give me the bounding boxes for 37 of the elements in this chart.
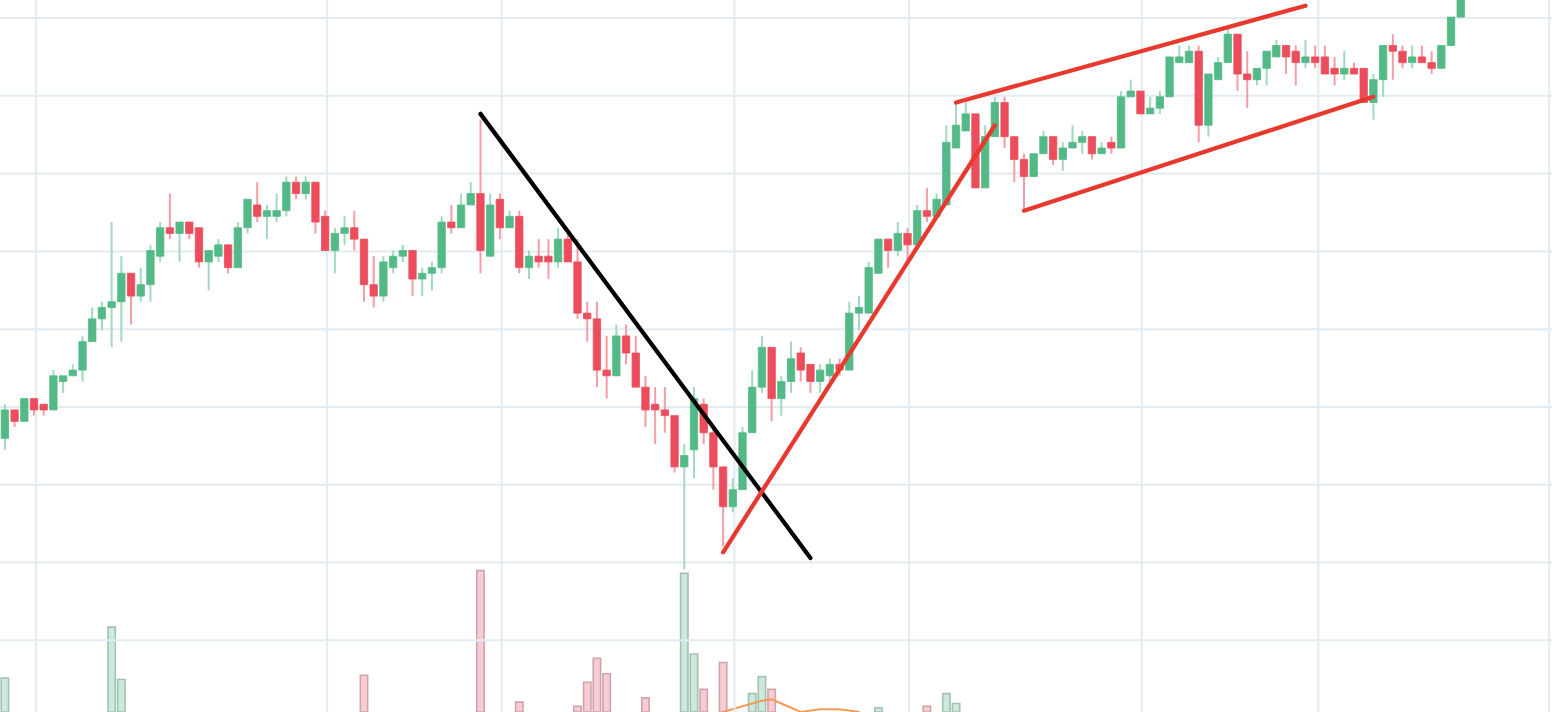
bar <box>699 688 709 712</box>
candlestick <box>165 192 174 241</box>
candlestick <box>447 203 456 235</box>
bar <box>0 677 10 712</box>
candlestick <box>893 221 902 258</box>
candlestick <box>1136 90 1145 115</box>
candlestick <box>253 181 262 224</box>
candlestick <box>1301 38 1310 70</box>
candlestick <box>408 249 417 298</box>
candlestick <box>20 397 29 423</box>
candlestick <box>1087 135 1097 161</box>
candlestick <box>175 221 184 263</box>
candlestick <box>224 243 233 275</box>
candlestick <box>0 403 9 451</box>
candlestick <box>301 175 310 201</box>
candlestick <box>884 238 893 269</box>
bar <box>767 688 777 712</box>
bar <box>359 674 369 712</box>
bar <box>718 661 728 712</box>
bar <box>640 697 650 712</box>
candlestick <box>1340 50 1349 81</box>
candlestick <box>554 226 563 269</box>
candlestick <box>922 186 932 224</box>
candlestick <box>524 249 534 280</box>
bar <box>475 569 485 712</box>
candlestick <box>680 443 689 571</box>
candlestick <box>1408 44 1417 70</box>
candlestick <box>291 175 301 201</box>
bar <box>922 705 932 712</box>
candlestick <box>495 192 504 241</box>
candlestick <box>612 323 621 377</box>
bar <box>514 701 524 712</box>
candlestick <box>913 203 922 246</box>
candlestick <box>903 226 912 263</box>
bar <box>873 706 883 712</box>
candlestick <box>1049 135 1058 167</box>
candlestick <box>126 272 136 326</box>
